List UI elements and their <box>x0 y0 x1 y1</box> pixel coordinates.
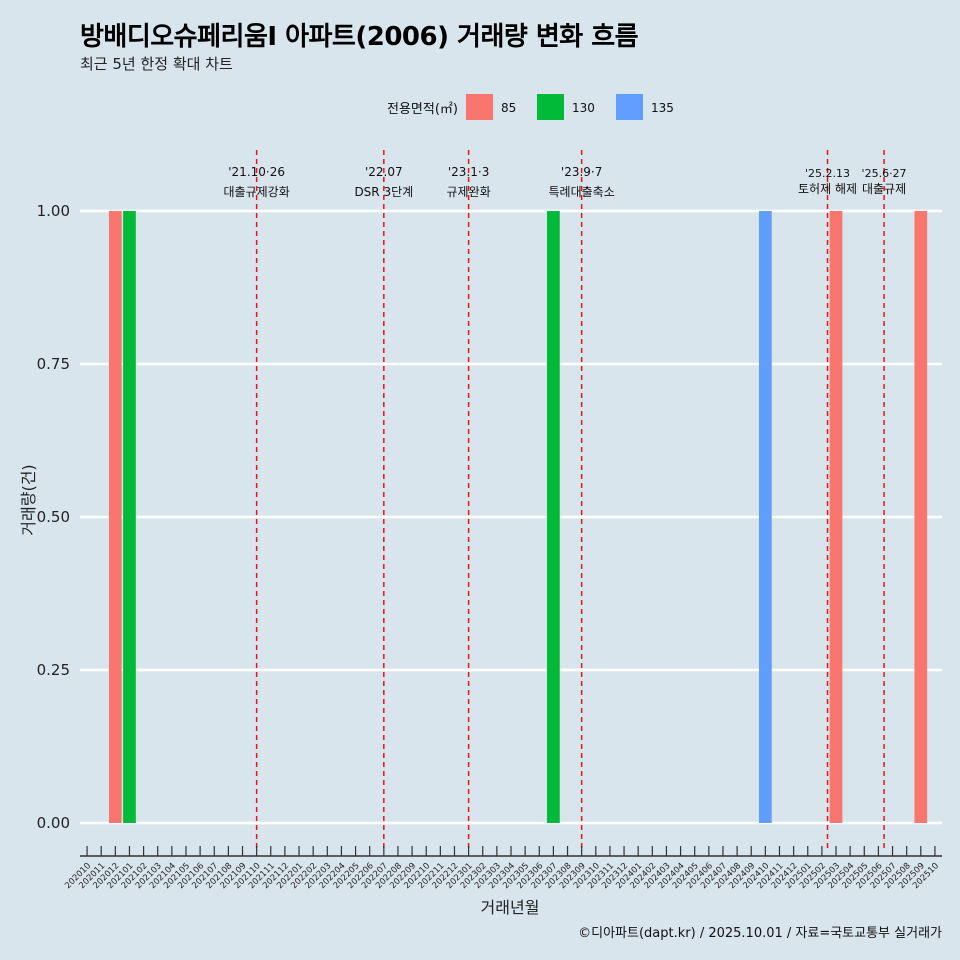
chart-subtitle: 최근 5년 한정 확대 차트 <box>80 55 233 73</box>
legend-title: 전용면적(㎡) <box>387 102 458 117</box>
x-axis: 2020102020112020122021012021022021032021… <box>63 846 942 891</box>
event-markers: '21.10·26 대출규제강화 '22.07 DSR 3단계 '23.1·3 규제완화 '… <box>224 150 907 850</box>
y-tick-label: 0.25 <box>37 661 70 679</box>
event-date-label: '23.9·7 <box>561 165 602 179</box>
legend: 전용면적(㎡) 85 130 135 <box>387 94 674 120</box>
y-tick-label: 1.00 <box>37 202 70 220</box>
event-date-label: '25.6·27 <box>862 167 907 180</box>
y-tick-label: 0.75 <box>37 355 70 373</box>
chart-title: 방배디오슈페리움I 아파트(2006) 거래량 변화 흐름 <box>80 22 639 52</box>
legend-label-130: 130 <box>572 101 595 115</box>
y-axis: 0.00 0.25 0.50 0.75 1.00 <box>37 202 70 832</box>
bar-202503-85 <box>829 211 843 823</box>
bar-202012-85 <box>108 211 122 823</box>
legend-swatch-135 <box>616 94 643 120</box>
event-date-label: '21.10·26 <box>228 165 285 179</box>
legend-swatch-85 <box>466 94 493 120</box>
bar-202410-135 <box>759 211 772 823</box>
event-date-label: '22.07 <box>365 165 403 179</box>
source-caption: ©디아파트(dapt.kr) / 2025.10.01 / 자료=국토교통부 실… <box>578 926 942 941</box>
bar-202509-85 <box>914 211 928 823</box>
event-date-label: '23.1·3 <box>448 165 489 179</box>
legend-label-135: 135 <box>651 101 674 115</box>
y-axis-label: 거래량(건) <box>19 464 38 535</box>
event-label: 대출규제 <box>862 182 906 196</box>
event-label: 특례대출축소 <box>549 185 615 199</box>
legend-swatch-130 <box>537 94 564 120</box>
event-label: 규제완화 <box>447 185 491 199</box>
y-tick-label: 0.00 <box>37 814 70 832</box>
x-axis-label: 거래년월 <box>481 898 540 917</box>
event-label: 대출규제강화 <box>224 185 290 199</box>
event-date-label: '25.2.13 <box>805 167 850 180</box>
y-gridlines <box>80 209 942 825</box>
event-label: 토허제 해제 <box>798 182 857 196</box>
bar-202101-130 <box>123 211 136 823</box>
bars <box>108 211 928 823</box>
bar-202307-130 <box>547 211 560 823</box>
event-label: DSR 3단계 <box>354 185 413 199</box>
y-tick-label: 0.50 <box>37 508 70 526</box>
legend-label-85: 85 <box>501 101 516 115</box>
